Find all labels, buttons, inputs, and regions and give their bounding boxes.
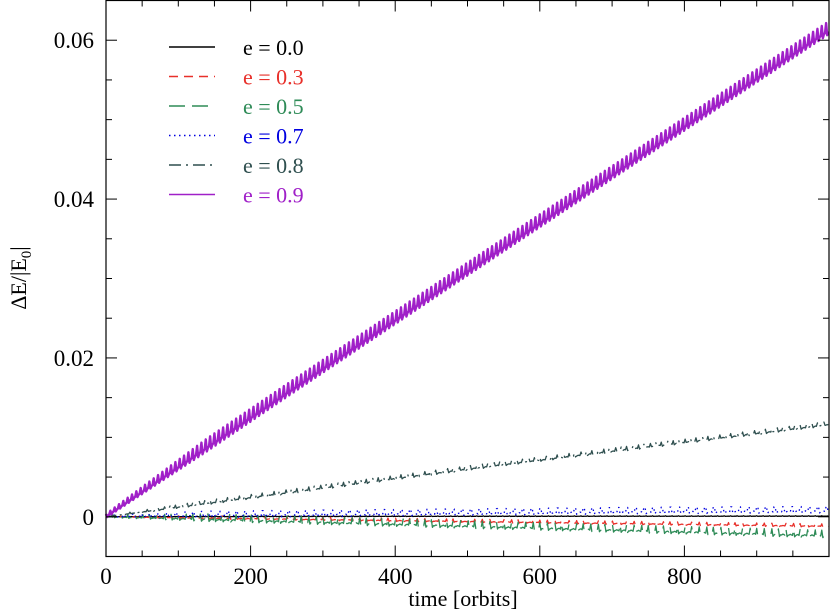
x-tick-label: 200 — [233, 564, 268, 589]
y-axis-label: ΔE/|E0| — [6, 246, 35, 309]
ticks-layer — [105, 0, 830, 557]
legend-label: e = 0.9 — [243, 183, 304, 208]
series-line-00 — [105, 515, 829, 518]
x-tick-label: 400 — [378, 564, 413, 589]
plot-frame — [105, 0, 830, 558]
tick-labels-layer: 0 200 400 600 800 0 0.02 0.04 0.06 — [54, 28, 702, 589]
y-axis-label-main: ΔE/|E — [6, 258, 31, 310]
y-tick-label: 0.04 — [54, 187, 95, 212]
y-tick-label: 0.02 — [54, 346, 94, 371]
legend-label: e = 0.5 — [243, 94, 304, 119]
y-axis-label-sub: 0 — [19, 251, 35, 259]
svg-text:ΔE/|E0|: ΔE/|E0| — [6, 246, 35, 309]
series-layer — [104, 21, 830, 539]
x-tick-label: 800 — [667, 564, 702, 589]
legend-label: e = 0.8 — [243, 153, 304, 178]
legend: e = 0.0 e = 0.3 e = 0.5 e = 0.7 e = 0.8 e = 0… — [169, 35, 304, 208]
y-axis-label-end: | — [6, 246, 31, 250]
y-tick-label: 0.06 — [54, 28, 94, 53]
series-line-03 — [105, 515, 829, 528]
series-line-08 — [105, 421, 829, 518]
legend-label: e = 0.0 — [243, 35, 304, 60]
legend-label: e = 0.7 — [243, 124, 304, 149]
series-line-05 — [105, 513, 829, 539]
x-tick-label: 600 — [523, 564, 558, 589]
x-axis-label: time [orbits] — [408, 586, 517, 611]
x-tick-label: 0 — [100, 564, 112, 589]
legend-label: e = 0.3 — [243, 65, 304, 90]
y-tick-label: 0 — [83, 505, 95, 530]
series-line-09 — [104, 21, 830, 519]
